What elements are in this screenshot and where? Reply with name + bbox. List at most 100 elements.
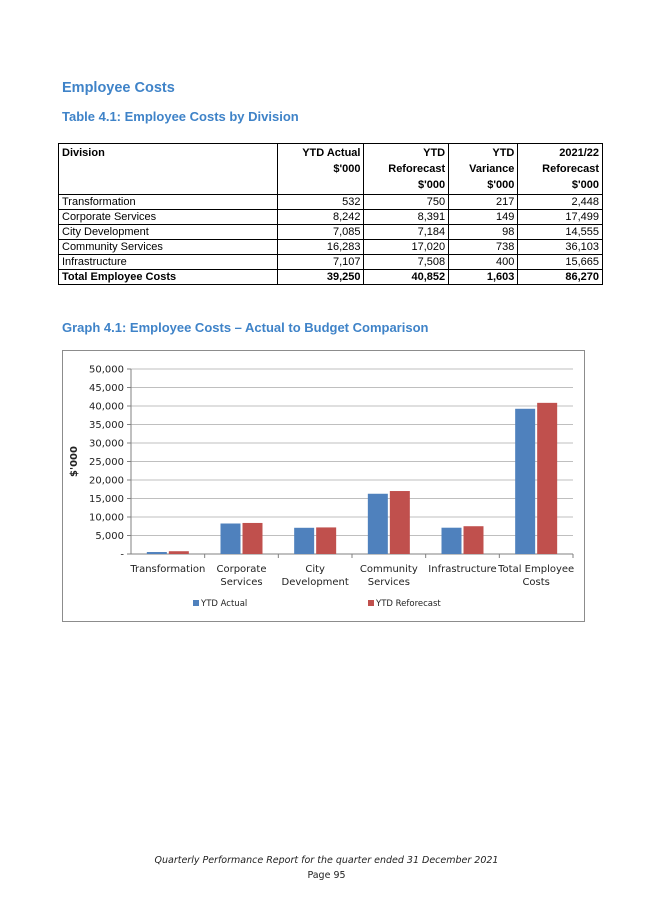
y-tick-label: 10,000	[89, 513, 124, 524]
bar	[515, 408, 536, 554]
value-cell: 14,555	[517, 224, 603, 240]
value-cell: 532	[276, 194, 365, 210]
column-header-line: Division	[62, 147, 105, 159]
x-tick-label: Services	[368, 577, 410, 588]
value-cell: 400	[448, 254, 519, 270]
x-tick-label: Services	[220, 577, 262, 588]
value-cell: 86,270	[517, 269, 603, 285]
x-tick-label: Transformation	[129, 564, 205, 575]
bar	[367, 493, 388, 554]
section-heading: Employee Costs	[62, 80, 175, 96]
y-axis-label: $'000	[69, 446, 80, 477]
value-cell: 16,283	[276, 239, 365, 255]
value-cell: 98	[448, 224, 519, 240]
column-header: 2021/22 Reforecast $'000	[517, 143, 603, 195]
y-tick-label: 40,000	[89, 402, 124, 413]
value-cell: 738	[448, 239, 519, 255]
table-title: Table 4.1: Employee Costs by Division	[62, 109, 299, 124]
x-tick-label: Corporate	[217, 564, 267, 575]
employee-costs-chart: - 5,000 10,000 15,000 20,000 25,000 30,000 35,0…	[62, 350, 585, 622]
value-cell: 17,499	[517, 209, 603, 225]
x-tick-label: Infrastructure	[428, 564, 496, 575]
column-header-line: Reforecast	[542, 163, 599, 175]
division-cell: Community Services	[58, 239, 278, 255]
employee-costs-table: Division YTD Actual $'000 YTD Reforecast $'00…	[58, 143, 603, 285]
footer-page-number: Page 95	[307, 870, 346, 881]
bar	[294, 527, 315, 554]
y-tick-label: 20,000	[89, 476, 124, 487]
column-header: YTD Actual $'000	[276, 143, 365, 195]
chart-svg: - 5,000 10,000 15,000 20,000 25,000 30,000 35,0…	[69, 365, 574, 610]
value-cell: 15,665	[517, 254, 603, 270]
bar	[316, 527, 337, 554]
value-cell: 7,085	[276, 224, 365, 240]
legend-swatch	[193, 600, 199, 606]
bar	[146, 552, 167, 554]
column-header: YTD Variance $'000	[448, 143, 519, 195]
column-header-line: Variance	[469, 163, 515, 175]
value-cell: 7,508	[363, 254, 450, 270]
x-tick-label: Development	[282, 577, 349, 588]
legend-label: YTD Reforecast	[375, 599, 441, 609]
table-row: Corporate Services 8,242 8,391 149 17,499	[58, 209, 603, 225]
value-cell: 7,184	[363, 224, 450, 240]
division-cell: Infrastructure	[58, 254, 278, 270]
table-total-row: Total Employee Costs 39,250 40,852 1,603 86,…	[58, 269, 603, 285]
column-header-line: Reforecast	[388, 163, 446, 175]
x-tick-label: Costs	[522, 577, 549, 588]
column-header-line: $'000	[418, 179, 446, 191]
x-tick-label: Total Employee	[497, 564, 574, 575]
column-header-line: YTD	[492, 147, 515, 159]
value-cell: 1,603	[448, 269, 519, 285]
column-header-line: $'000	[571, 179, 599, 191]
value-cell: 40,852	[363, 269, 450, 285]
value-cell: 36,103	[517, 239, 603, 255]
column-header-line: $'000	[487, 179, 515, 191]
bar	[242, 522, 263, 554]
bar	[537, 402, 558, 554]
y-tick-label: 45,000	[89, 383, 124, 394]
column-header-line: YTD Actual	[302, 147, 361, 159]
division-cell: Total Employee Costs	[58, 269, 278, 285]
y-tick-label: 50,000	[89, 365, 124, 376]
value-cell: 17,020	[363, 239, 450, 255]
table-row: City Development 7,085 7,184 98 14,555	[58, 224, 603, 240]
value-cell: 750	[363, 194, 450, 210]
value-cell: 8,242	[276, 209, 365, 225]
table-header-row: Division YTD Actual $'000 YTD Reforecast $'00…	[58, 143, 603, 195]
bar	[220, 523, 241, 554]
y-tick-label: 35,000	[89, 420, 124, 431]
y-tick-label: 30,000	[89, 439, 124, 450]
table-row: Community Services 16,283 17,020 738 36,103	[58, 239, 603, 255]
column-header: YTD Reforecast $'000	[363, 143, 450, 195]
division-cell: City Development	[58, 224, 278, 240]
y-tick-label: -	[120, 550, 124, 561]
y-tick-label: 15,000	[89, 494, 124, 505]
footer-report-title: Quarterly Performance Report for the qua…	[154, 855, 499, 866]
legend-label: YTD Actual	[200, 599, 247, 609]
bar	[389, 491, 410, 554]
column-header-line: YTD	[423, 147, 446, 159]
column-header: Division	[58, 143, 278, 195]
value-cell: 8,391	[363, 209, 450, 225]
y-tick-label: 25,000	[89, 457, 124, 468]
graph-title: Graph 4.1: Employee Costs – Actual to Bu…	[62, 320, 429, 335]
value-cell: 39,250	[276, 269, 365, 285]
bar	[168, 551, 189, 554]
x-tick-label: Community	[360, 564, 418, 575]
x-tick-label: City	[305, 564, 325, 575]
table-row: Transformation 532 750 217 2,448	[58, 194, 603, 210]
column-header-line: $'000	[333, 163, 361, 175]
value-cell: 2,448	[517, 194, 603, 210]
value-cell: 217	[448, 194, 519, 210]
y-tick-label: 5,000	[95, 531, 124, 542]
division-cell: Corporate Services	[58, 209, 278, 225]
bar	[441, 527, 462, 554]
division-cell: Transformation	[58, 194, 278, 210]
table-row: Infrastructure 7,107 7,508 400 15,665	[58, 254, 603, 270]
value-cell: 7,107	[276, 254, 365, 270]
value-cell: 149	[448, 209, 519, 225]
column-header-line: 2021/22	[559, 147, 599, 159]
legend-swatch	[368, 600, 374, 606]
bar	[463, 526, 484, 554]
